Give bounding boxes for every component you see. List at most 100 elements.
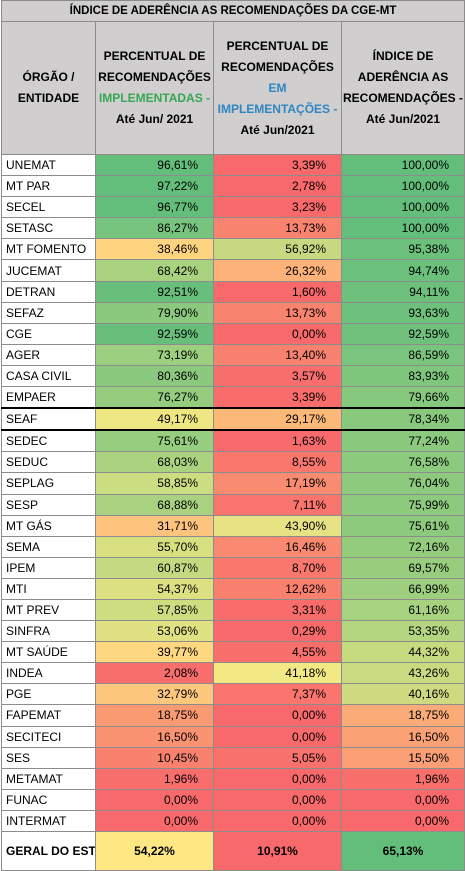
- indice-cell: 69,57%: [340, 556, 465, 579]
- implementadas-cell: 0,00%: [95, 788, 214, 811]
- table-row: SINFRA 53,06% 0,29% 53,35%: [1, 620, 465, 643]
- indice-cell: 0,00%: [340, 788, 465, 811]
- table-row: MT PAR 97,22% 2,78% 100,00%: [1, 175, 465, 198]
- implementadas-cell: 53,06%: [95, 620, 214, 643]
- implementadas-cell: 2,08%: [95, 662, 214, 685]
- table-row: CGE 92,59% 0,00% 92,59%: [1, 322, 465, 345]
- implementadas-cell: 55,70%: [95, 535, 214, 558]
- implementadas-cell: 75,61%: [95, 429, 214, 453]
- org-name-cell: SECEL: [1, 196, 96, 219]
- org-name-cell: FUNAC: [1, 788, 96, 811]
- em-implementacao-cell: 7,11%: [213, 493, 342, 516]
- table-title: ÍNDICE DE ADERÊNCIA AS RECOMENDAÇÕES DA …: [0, 0, 465, 22]
- implementadas-cell: 54,37%: [95, 577, 214, 600]
- implementadas-cell: 68,42%: [95, 259, 214, 282]
- org-name-cell: SECITECI: [1, 725, 96, 748]
- table-row: SEAF 49,17% 29,17% 78,34%: [1, 407, 465, 431]
- org-name-cell: SEFAZ: [1, 301, 96, 324]
- indice-cell: 61,16%: [340, 598, 465, 622]
- table-row: JUCEMAT 68,42% 26,32% 94,74%: [1, 259, 465, 282]
- org-name-cell: SETASC: [1, 217, 96, 240]
- table-row: SEMA 55,70% 16,46% 72,16%: [1, 535, 465, 558]
- em-implementacao-cell: 4,55%: [213, 641, 342, 664]
- em-implementacao-cell: 8,70%: [213, 556, 342, 579]
- implementadas-cell: 54,22%: [95, 831, 214, 871]
- header-indice-aderencia: ÍNDICE DE ADERÊNCIA AS RECOMENDAÇÕES - A…: [340, 21, 465, 155]
- em-implementacao-cell: 43,90%: [213, 514, 342, 537]
- table-row: SECITECI 16,50% 0,00% 16,50%: [1, 725, 465, 748]
- em-implementacao-cell: 3,31%: [213, 598, 342, 622]
- indice-cell: 44,32%: [340, 641, 465, 664]
- implementadas-cell: 16,50%: [95, 725, 214, 748]
- org-name-cell: SES: [1, 746, 96, 769]
- table-row: FAPEMAT 18,75% 0,00% 18,75%: [1, 704, 465, 727]
- indice-cell: 94,11%: [340, 280, 465, 303]
- implementadas-cell: 97,22%: [95, 175, 214, 198]
- implementadas-cell: 57,85%: [95, 598, 214, 622]
- org-name-cell: MT PAR: [1, 175, 96, 198]
- em-implementacao-cell: 0,29%: [213, 620, 342, 643]
- total-row: GERAL DO ESTADO54,22%10,91%65,13%: [1, 831, 465, 871]
- indice-cell: 94,74%: [340, 259, 465, 282]
- implementadas-cell: 60,87%: [95, 556, 214, 579]
- table-row: SEDUC 68,03% 8,55% 76,58%: [1, 451, 465, 474]
- table-row: DETRAN 92,51% 1,60% 94,11%: [1, 280, 465, 303]
- em-implementacao-cell: 13,73%: [213, 217, 342, 240]
- indice-cell: 72,16%: [340, 535, 465, 558]
- indice-cell: 76,04%: [340, 472, 465, 495]
- implementadas-cell: 92,59%: [95, 322, 214, 345]
- org-name-cell: UNEMAT: [1, 153, 96, 177]
- em-implementacao-cell: 1,60%: [213, 280, 342, 303]
- org-name-cell: EMPAER: [1, 386, 96, 409]
- table-row: MT GÁS 31,71% 43,90% 75,61%: [1, 514, 465, 537]
- indice-cell: 75,61%: [340, 514, 465, 537]
- table-row: MT SAÚDE 39,77% 4,55% 44,32%: [1, 641, 465, 664]
- header-orgao: ÓRGÃO / ENTIDADE: [1, 21, 96, 155]
- header-implementadas: PERCENTUAL DE RECOMENDAÇÕES IMPLEMENTADA…: [95, 21, 214, 155]
- indice-cell: 66,99%: [340, 577, 465, 600]
- org-name-cell: MT GÁS: [1, 514, 96, 537]
- implementadas-cell: 39,77%: [95, 641, 214, 664]
- indice-cell: 79,66%: [340, 386, 465, 409]
- table-row: MT PREV 57,85% 3,31% 61,16%: [1, 598, 465, 622]
- em-implementacao-cell: 0,00%: [213, 725, 342, 748]
- implementadas-cell: 96,61%: [95, 153, 214, 177]
- org-name-cell: CGE: [1, 322, 96, 345]
- table-row: SEPLAG 58,85% 17,19% 76,04%: [1, 472, 465, 495]
- em-implementacao-cell: 1,63%: [213, 429, 342, 453]
- implementadas-cell: 73,19%: [95, 343, 214, 366]
- em-implementacao-cell: 7,37%: [213, 683, 342, 706]
- implementadas-cell: 68,03%: [95, 451, 214, 474]
- indice-cell: 93,63%: [340, 301, 465, 324]
- header-em-implementacoes: PERCENTUAL DE RECOMENDAÇÕES EM IMPLEMENT…: [213, 21, 342, 155]
- em-implementacao-cell: 3,39%: [213, 153, 342, 177]
- table-row: MTI 54,37% 12,62% 66,99%: [1, 577, 465, 600]
- org-name-cell: PGE: [1, 683, 96, 706]
- indice-cell: 92,59%: [340, 322, 465, 345]
- indice-cell: 86,59%: [340, 343, 465, 366]
- org-name-cell: DETRAN: [1, 280, 96, 303]
- em-implementacao-cell: 2,78%: [213, 175, 342, 198]
- org-name-cell: METAMAT: [1, 767, 96, 790]
- implementadas-cell: 38,46%: [95, 238, 214, 261]
- em-implementacao-cell: 8,55%: [213, 451, 342, 474]
- table-row: SEDEC 75,61% 1,63% 77,24%: [1, 429, 465, 453]
- em-implementacao-cell: 0,00%: [213, 788, 342, 811]
- em-implementacao-cell: 12,62%: [213, 577, 342, 600]
- implementadas-cell: 32,79%: [95, 683, 214, 706]
- em-implementacao-cell: 56,92%: [213, 238, 342, 261]
- implementadas-cell: 86,27%: [95, 217, 214, 240]
- table-row: PGE 32,79% 7,37% 40,16%: [1, 683, 465, 706]
- table-row: SEFAZ 79,90% 13,73% 93,63%: [1, 301, 465, 324]
- em-implementacao-cell: 29,17%: [213, 407, 342, 431]
- org-name-cell: GERAL DO ESTADO: [1, 831, 96, 871]
- table-row: SECEL 96,77% 3,23% 100,00%: [1, 196, 465, 219]
- indice-cell: 76,58%: [340, 451, 465, 474]
- org-name-cell: JUCEMAT: [1, 259, 96, 282]
- indice-cell: 1,96%: [340, 767, 465, 790]
- implementadas-cell: 1,96%: [95, 767, 214, 790]
- org-name-cell: SEDUC: [1, 451, 96, 474]
- em-implementacao-cell: 3,57%: [213, 364, 342, 388]
- em-implementacao-cell: 26,32%: [213, 259, 342, 282]
